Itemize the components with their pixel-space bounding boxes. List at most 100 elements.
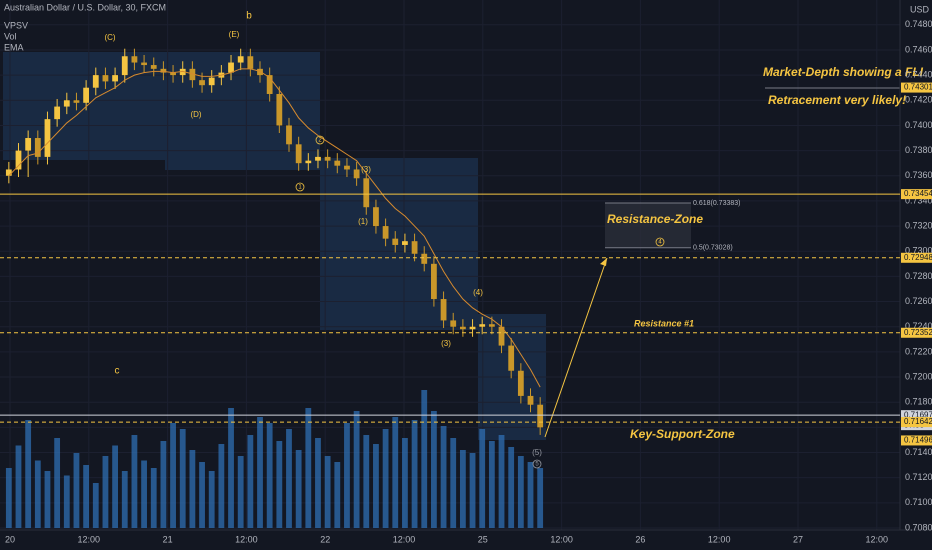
volume-bar (34, 460, 41, 528)
candle-body (228, 62, 234, 73)
candle-body (402, 241, 408, 245)
volume-bar (199, 462, 205, 528)
indicator-label: EMA (4, 42, 24, 52)
candle-body (382, 226, 389, 239)
profile-box (320, 158, 478, 330)
volume-bar (44, 471, 51, 528)
candle-body (527, 395, 534, 405)
volume-bar (189, 450, 196, 528)
volume-bar (537, 468, 544, 528)
candle-body (459, 326, 466, 330)
x-tick-label: 12:00 (393, 534, 416, 544)
volume-bar (373, 444, 379, 528)
volume-bar (450, 438, 457, 528)
volume-bar (402, 438, 408, 528)
volume-bar (218, 444, 225, 528)
volume-bar (488, 441, 495, 528)
wave-label: b (246, 11, 252, 22)
volume-bar (324, 456, 331, 528)
price-tag-label: 0.72948 (904, 253, 932, 262)
volume-bar (5, 468, 12, 528)
wave-circle (655, 237, 665, 247)
volume-bar (237, 456, 244, 528)
x-tick-label: 12:00 (78, 534, 101, 544)
wave-label: (1) (358, 217, 368, 226)
candle-body (170, 72, 176, 76)
candle-body (392, 238, 399, 245)
fib-label: 0.5(0.73028) (693, 245, 733, 252)
candle-body (189, 68, 196, 81)
candle-body (498, 326, 505, 346)
projection-arrow (544, 257, 608, 438)
volume-bar (498, 435, 505, 528)
annotation: Resistance-Zone (607, 212, 703, 226)
wave-label: 2 (318, 138, 322, 144)
candle-body (83, 87, 90, 103)
candle-body (112, 75, 118, 82)
volume-bar (63, 475, 70, 528)
volume-bar (54, 438, 61, 528)
annotation: Key-Support-Zone (630, 427, 735, 441)
chart-title: Australian Dollar / U.S. Dollar, 30, FXC… (4, 2, 166, 12)
candle-body (286, 125, 292, 145)
candle-body (411, 241, 418, 254)
x-tick-label: 22 (320, 534, 330, 544)
volume-bar (431, 411, 437, 528)
wave-label: (5) (532, 448, 542, 457)
candle-body (54, 106, 61, 120)
volume-bar (121, 471, 128, 528)
volume-bar (266, 423, 273, 528)
x-tick-label: 21 (163, 534, 173, 544)
x-tick-label: 12:00 (866, 534, 889, 544)
candle-body (479, 324, 486, 327)
volume-bar (112, 445, 118, 528)
candle-body (440, 299, 447, 321)
x-tick-label: 20 (5, 534, 15, 544)
candle-body (353, 169, 360, 179)
price-tag (901, 327, 932, 338)
grid (0, 0, 900, 530)
volume-bar (353, 411, 360, 528)
price-tag-label: 0.72352 (904, 328, 932, 337)
indicator-label: VPSV (4, 20, 28, 30)
candle-body (44, 119, 51, 157)
price-tag (901, 82, 932, 93)
candle-body (121, 56, 128, 76)
ema-line (8, 68, 541, 388)
candle-body (537, 404, 544, 428)
indicator-label: Vol (4, 31, 17, 41)
wave-label: 4 (658, 240, 662, 246)
volume-bar (208, 471, 215, 528)
candle-body (517, 370, 524, 396)
volume-bar (257, 417, 263, 528)
x-tick-label: 12:00 (708, 534, 731, 544)
candle-body (305, 160, 312, 164)
volume-bar (25, 420, 32, 528)
wave-label: (4) (473, 288, 483, 297)
wave-label: (D) (190, 110, 201, 119)
volume-bar (73, 453, 80, 528)
candle-body (73, 100, 80, 103)
volume-bar (344, 423, 350, 528)
price-tag (901, 417, 932, 428)
volume-bar (276, 441, 283, 528)
volume-bar (382, 429, 389, 528)
candle-body (266, 75, 273, 94)
candle-body (488, 324, 495, 327)
x-tick-label: 27 (793, 534, 803, 544)
volume-bar (179, 429, 186, 528)
candle-body (373, 207, 379, 227)
volume-bar (469, 453, 476, 528)
candle-body (160, 68, 167, 73)
volume-bar (170, 423, 176, 528)
candle-body (237, 56, 244, 63)
